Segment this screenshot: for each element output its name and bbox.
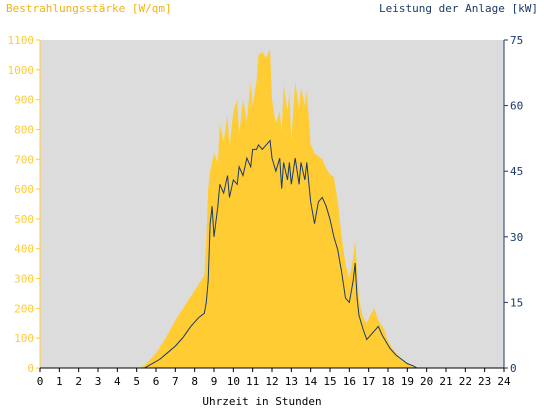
y-left-tick-label-500: 500 <box>14 213 34 226</box>
y-left-tick-label-0: 0 <box>27 362 34 375</box>
x-tick-label-20: 20 <box>420 375 433 388</box>
y-right-tick-label-0: 0 <box>510 362 517 375</box>
x-tick-label-1: 1 <box>56 375 63 388</box>
right-axis-title: Leistung der Anlage [kW] <box>379 2 538 15</box>
irradiance-area-series <box>40 48 504 368</box>
x-tick-label-24: 24 <box>497 375 511 388</box>
y-right-tick-label-75: 75 <box>510 34 523 47</box>
x-tick-label-12: 12 <box>265 375 278 388</box>
x-tick-label-8: 8 <box>191 375 198 388</box>
y-left-tick-label-800: 800 <box>14 123 34 136</box>
y-left-tick-label-100: 100 <box>14 332 34 345</box>
x-tick-label-16: 16 <box>343 375 356 388</box>
y-left-tick-label-700: 700 <box>14 153 34 166</box>
x-tick-label-5: 5 <box>133 375 140 388</box>
x-tick-label-19: 19 <box>401 375 414 388</box>
y-left-tick-label-900: 900 <box>14 94 34 107</box>
x-tick-label-14: 14 <box>304 375 318 388</box>
x-tick-label-11: 11 <box>246 375 259 388</box>
x-tick-label-6: 6 <box>153 375 160 388</box>
x-axis-title: Uhrzeit in Stunden <box>202 395 321 408</box>
x-tick-label-21: 21 <box>439 375 452 388</box>
power-line-series <box>40 139 504 369</box>
y-right-tick-label-15: 15 <box>510 296 523 309</box>
x-tick-label-10: 10 <box>227 375 240 388</box>
y-right-tick-label-60: 60 <box>510 100 523 113</box>
x-tick-label-0: 0 <box>37 375 44 388</box>
x-tick-label-17: 17 <box>362 375 375 388</box>
y-left-tick-label-600: 600 <box>14 183 34 196</box>
x-tick-label-13: 13 <box>285 375 298 388</box>
x-tick-label-18: 18 <box>381 375 394 388</box>
left-axis-title: Bestrahlungsstärke [W/qm] <box>6 2 172 15</box>
series-layer <box>40 48 504 369</box>
x-tick-label-4: 4 <box>114 375 121 388</box>
x-tick-label-15: 15 <box>323 375 336 388</box>
axis-layer: 0100200300400500600700800900100011000153… <box>8 34 524 388</box>
y-right-tick-label-45: 45 <box>510 165 523 178</box>
x-tick-label-2: 2 <box>75 375 82 388</box>
x-tick-label-7: 7 <box>172 375 179 388</box>
x-tick-label-3: 3 <box>95 375 102 388</box>
y-right-tick-label-30: 30 <box>510 231 523 244</box>
x-tick-label-22: 22 <box>459 375 472 388</box>
x-tick-label-9: 9 <box>211 375 218 388</box>
y-left-tick-label-1100: 1100 <box>8 34 35 47</box>
y-left-tick-label-300: 300 <box>14 273 34 286</box>
y-left-tick-label-200: 200 <box>14 302 34 315</box>
y-left-tick-label-1000: 1000 <box>8 64 35 77</box>
x-tick-label-23: 23 <box>478 375 491 388</box>
y-left-tick-label-400: 400 <box>14 243 34 256</box>
